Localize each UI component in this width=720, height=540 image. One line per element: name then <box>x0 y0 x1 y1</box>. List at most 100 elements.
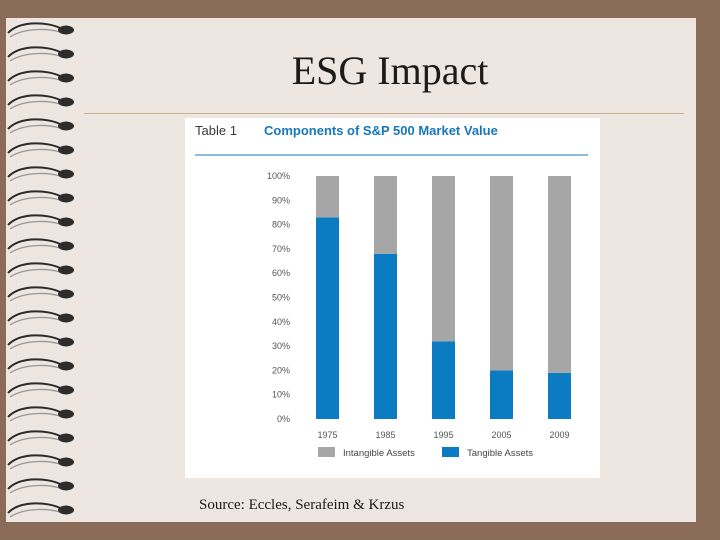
bar-tangible-1985 <box>374 253 397 419</box>
spiral-coil <box>7 454 61 466</box>
bar-tangible-1975 <box>316 217 339 419</box>
spiral-coil-shadow <box>9 364 61 374</box>
spiral-coil-shadow <box>9 244 61 254</box>
spiral-hole <box>58 217 74 227</box>
spiral-binding <box>7 22 74 518</box>
spiral-hole <box>58 505 74 515</box>
spiral-coil-shadow <box>9 412 61 422</box>
spiral-hole <box>58 25 74 35</box>
spiral-coil-shadow <box>9 484 61 494</box>
x-tick-label: 1995 <box>433 430 453 440</box>
spiral-coil-shadow <box>9 100 61 110</box>
bar-intangible-2009 <box>548 176 571 373</box>
y-tick-label: 30% <box>272 341 290 351</box>
y-tick-label: 90% <box>272 195 290 205</box>
spiral-coil-shadow <box>9 268 61 278</box>
x-tick-label: 2005 <box>491 430 511 440</box>
slide-title: ESG Impact <box>291 48 489 93</box>
spiral-coil-shadow <box>9 172 61 182</box>
spiral-coil <box>7 190 61 202</box>
bar-intangible-1995 <box>432 176 455 342</box>
spiral-coil-shadow <box>9 316 61 326</box>
spiral-coil <box>7 262 61 274</box>
spiral-hole <box>58 73 74 83</box>
bar-tangible-2005 <box>490 370 513 419</box>
y-tick-label: 50% <box>272 293 290 303</box>
y-tick-label: 80% <box>272 220 290 230</box>
spiral-hole <box>58 169 74 179</box>
spiral-hole <box>58 145 74 155</box>
spiral-coil <box>7 70 61 82</box>
spiral-coil-shadow <box>9 508 61 518</box>
spiral-hole <box>58 409 74 419</box>
spiral-coil-shadow <box>9 388 61 398</box>
chart-figure: Table 1 Components of S&P 500 Market Val… <box>185 118 600 478</box>
spiral-hole <box>58 481 74 491</box>
y-tick-label: 100% <box>267 171 290 181</box>
spiral-coil <box>7 382 61 394</box>
bar-tangible-2009 <box>548 372 571 419</box>
y-tick-label: 10% <box>272 390 290 400</box>
spiral-coil <box>7 406 61 418</box>
spiral-hole <box>58 241 74 251</box>
spiral-hole <box>58 121 74 131</box>
spiral-coil <box>7 22 61 34</box>
spiral-coil-shadow <box>9 220 61 230</box>
spiral-coil <box>7 478 61 490</box>
y-tick-label: 60% <box>272 268 290 278</box>
spiral-hole <box>58 97 74 107</box>
stacked-bar-chart: Table 1 Components of S&P 500 Market Val… <box>195 123 588 459</box>
spiral-coil <box>7 166 61 178</box>
spiral-coil-shadow <box>9 460 61 470</box>
spiral-coil-shadow <box>9 124 61 134</box>
spiral-coil-shadow <box>9 28 61 38</box>
spiral-coil-shadow <box>9 292 61 302</box>
spiral-coil-shadow <box>9 436 61 446</box>
spiral-hole <box>58 457 74 467</box>
spiral-coil-shadow <box>9 148 61 158</box>
spiral-coil <box>7 238 61 250</box>
y-tick-label: 20% <box>272 365 290 375</box>
bar-intangible-1975 <box>316 176 339 218</box>
bar-intangible-1985 <box>374 176 397 254</box>
spiral-coil-shadow <box>9 196 61 206</box>
legend-label: Tangible Assets <box>467 448 533 459</box>
spiral-coil <box>7 118 61 130</box>
spiral-coil-shadow <box>9 76 61 86</box>
spiral-hole <box>58 49 74 59</box>
x-tick-label: 1975 <box>317 430 337 440</box>
y-tick-label: 0% <box>277 414 290 424</box>
spiral-coil <box>7 430 61 442</box>
chart-table-label: Table 1 <box>195 123 237 138</box>
bar-tangible-1995 <box>432 341 455 419</box>
spiral-coil <box>7 310 61 322</box>
x-tick-label: 2009 <box>549 430 569 440</box>
spiral-coil <box>7 94 61 106</box>
spiral-coil <box>7 334 61 346</box>
legend-swatch <box>442 447 459 457</box>
spiral-coil <box>7 214 61 226</box>
legend-label: Intangible Assets <box>343 448 415 459</box>
spiral-hole <box>58 337 74 347</box>
y-tick-label: 70% <box>272 244 290 254</box>
legend-swatch <box>318 447 335 457</box>
spiral-coil-shadow <box>9 52 61 62</box>
spiral-coil <box>7 142 61 154</box>
spiral-coil <box>7 502 61 514</box>
spiral-hole <box>58 265 74 275</box>
spiral-coil <box>7 358 61 370</box>
x-tick-label: 1985 <box>375 430 395 440</box>
spiral-coil <box>7 46 61 58</box>
spiral-hole <box>58 313 74 323</box>
spiral-coil-shadow <box>9 340 61 350</box>
spiral-hole <box>58 385 74 395</box>
spiral-coil <box>7 286 61 298</box>
chart-title: Components of S&P 500 Market Value <box>264 123 498 138</box>
source-caption: Source: Eccles, Serafeim & Krzus <box>199 497 405 513</box>
spiral-hole <box>58 433 74 443</box>
spiral-hole <box>58 361 74 371</box>
spiral-hole <box>58 193 74 203</box>
title-divider <box>84 113 684 114</box>
y-tick-label: 40% <box>272 317 290 327</box>
spiral-hole <box>58 289 74 299</box>
